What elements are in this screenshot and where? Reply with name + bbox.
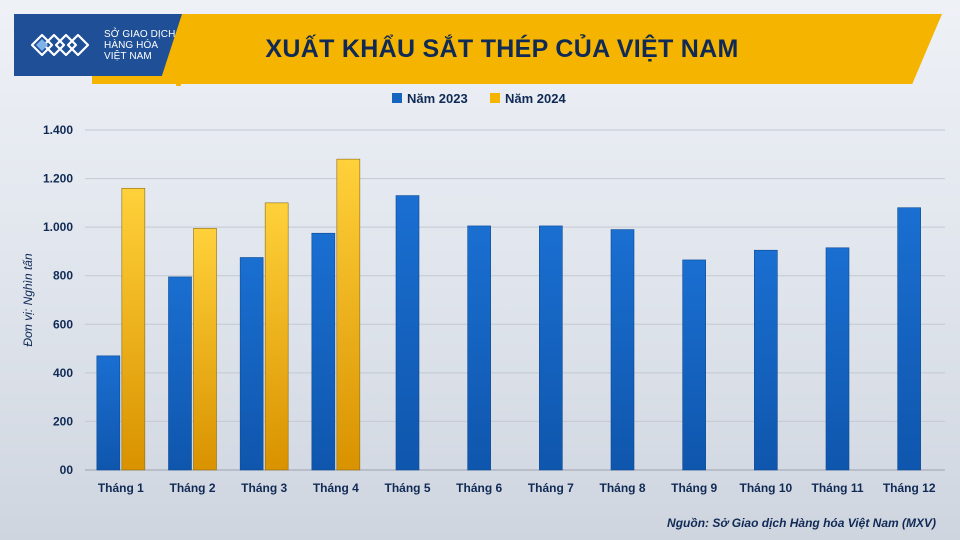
bar-2024 (121, 187, 146, 471)
logo-icon (30, 33, 90, 57)
legend-label: Năm 2023 (407, 91, 468, 106)
bar-2023 (754, 249, 778, 471)
x-tick-label: Tháng 2 (169, 481, 215, 495)
logo-line-3: VIỆT NAM (104, 51, 152, 62)
y-tick-label: 1.200 (43, 172, 73, 186)
bar-2023 (897, 207, 921, 471)
x-tick-label: Tháng 3 (241, 481, 287, 495)
y-tick-label: 1.000 (43, 220, 73, 234)
logo-line-2: HÀNG HÓA (104, 40, 159, 51)
bar-2023 (682, 259, 706, 471)
y-tick-label: 400 (53, 366, 73, 380)
x-tick-label: Tháng 10 (739, 481, 792, 495)
legend-swatch (392, 93, 402, 103)
legend-swatch (490, 93, 500, 103)
bar-2023 (539, 225, 563, 471)
x-tick-label: Tháng 12 (883, 481, 936, 495)
x-tick-label: Tháng 11 (811, 481, 863, 495)
source-note: Nguồn: Sở Giao dịch Hàng hóa Việt Nam (M… (667, 516, 936, 530)
page-title: XUẤT KHẨU SẮT THÉP CỦA VIỆT NAM (265, 34, 739, 63)
bar-2023 (239, 257, 264, 471)
bar-2023 (96, 355, 121, 471)
y-tick-label: 800 (53, 269, 73, 283)
bar-2023 (168, 276, 192, 471)
x-tick-label: Tháng 7 (528, 481, 574, 495)
bar-2023 (610, 229, 635, 471)
y-tick-label: 200 (53, 414, 73, 428)
y-tick-label: 600 (53, 317, 73, 331)
header-band (92, 14, 942, 84)
x-tick-label: Tháng 1 (98, 481, 144, 495)
bar-2023 (311, 232, 336, 471)
x-tick-label: Tháng 8 (599, 481, 645, 495)
bar-2023 (467, 225, 491, 471)
x-tick-label: Tháng 5 (384, 481, 430, 495)
legend-label: Năm 2024 (505, 91, 566, 106)
bar-2023 (825, 247, 850, 471)
bar-2024 (336, 158, 361, 471)
bar-2024 (193, 228, 217, 471)
y-axis-label: Đơn vị: Nghìn tấn (21, 253, 35, 347)
logo-text: SỞ GIAO DỊCH HÀNG HÓA VIỆT NAM (104, 29, 184, 62)
y-tick-label: 1.400 (43, 123, 73, 137)
x-tick-label: Tháng 9 (671, 481, 717, 495)
x-tick-label: Tháng 4 (313, 481, 359, 495)
bar-2024 (264, 202, 289, 471)
y-tick-label: 00 (60, 463, 74, 477)
logo-line-1: SỞ GIAO DỊCH (104, 29, 176, 40)
bar-2023 (395, 195, 420, 471)
x-tick-label: Tháng 6 (456, 481, 502, 495)
